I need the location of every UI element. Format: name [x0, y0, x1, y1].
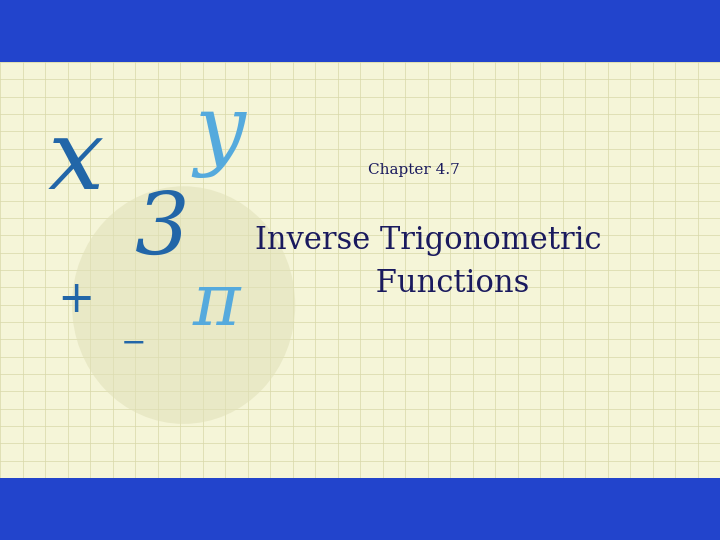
Text: x: x [48, 114, 104, 210]
Text: −: − [120, 327, 146, 359]
Text: Chapter 4.7: Chapter 4.7 [368, 163, 460, 177]
Text: 3: 3 [135, 188, 189, 271]
Bar [0, 478, 720, 540]
Text: Inverse Trigonometric
     Functions: Inverse Trigonometric Functions [255, 225, 602, 299]
Text: π: π [192, 270, 240, 340]
Text: y: y [194, 92, 245, 178]
Ellipse shape [72, 186, 295, 424]
Text: +: + [57, 278, 94, 321]
Bar [0, 0, 720, 62]
